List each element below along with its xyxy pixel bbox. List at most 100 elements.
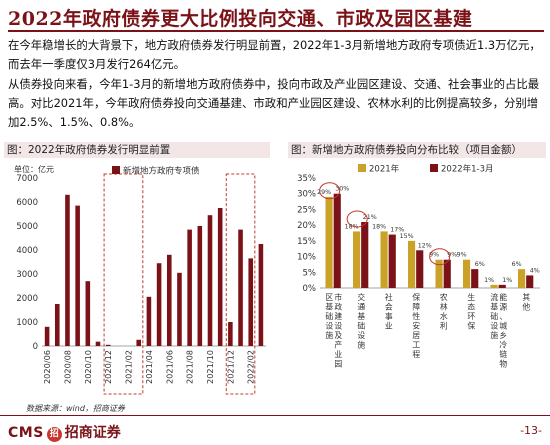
- allocation-bar-chart: 0%5%10%15%20%25%30%35%29%18% 18%15%9% 9%1%…: [297, 164, 540, 369]
- category-label: 保障性安居工程: [412, 292, 420, 359]
- data-label: 30%: [335, 186, 349, 193]
- category-label: 生态环保: [467, 292, 475, 331]
- y-tick-label: 30%: [297, 190, 316, 200]
- bar: [177, 272, 182, 346]
- bar: [105, 344, 111, 346]
- bar: [248, 258, 254, 346]
- bar: [187, 229, 192, 346]
- bar: [217, 208, 223, 346]
- bar: [388, 234, 396, 288]
- bar: [166, 254, 172, 346]
- bar: [54, 304, 60, 346]
- data-label: 4%: [530, 267, 540, 274]
- bar: [95, 341, 101, 346]
- data-label: 6%: [475, 261, 485, 268]
- category-label: 能源、城乡冷链物: [499, 292, 507, 369]
- bar: [228, 322, 233, 346]
- x-tick-label: 2022/02: [246, 350, 256, 384]
- right-chart-title: 图：新增地方政府债券投向分布比较（项目金额）: [288, 142, 546, 158]
- bar: [490, 284, 498, 288]
- legend-swatch: [358, 164, 366, 172]
- y-tick-label: 6000: [16, 198, 38, 208]
- x-tick-label: 2020/10: [83, 350, 93, 384]
- bar: [380, 231, 388, 288]
- data-label: 29%: [317, 189, 331, 196]
- data-label: 9%: [447, 252, 457, 259]
- bar: [44, 326, 50, 346]
- legend-label: 新增地方政府专项债: [123, 166, 200, 177]
- legend-label: 2022年1-3月: [441, 164, 494, 175]
- bar: [463, 259, 471, 288]
- bar: [526, 275, 534, 288]
- bar: [408, 240, 416, 288]
- data-label: 6%: [512, 261, 522, 268]
- y-tick-label: 0: [33, 342, 38, 352]
- x-tick-label: 2021/04: [144, 350, 154, 384]
- x-tick-label: 2021/08: [185, 350, 195, 384]
- highlight-circle: [346, 210, 368, 228]
- bar: [85, 281, 91, 346]
- bar: [197, 226, 203, 346]
- legend-swatch: [112, 166, 120, 174]
- page-title: 2022年政府债券更大比例投向交通、市政及园区基建: [8, 4, 544, 32]
- data-label: 12%: [418, 242, 432, 249]
- data-label: 17%: [390, 227, 404, 234]
- brand-name: CMS: [8, 425, 44, 441]
- y-tick-label: 25%: [297, 205, 316, 215]
- data-label: 21%: [363, 214, 377, 221]
- data-label: 9%: [429, 252, 439, 259]
- y-tick-label: 4000: [16, 246, 38, 256]
- y-tick-label: 5%: [303, 268, 317, 278]
- y-tick-label: 15%: [297, 237, 316, 247]
- data-label: 18%: [345, 223, 359, 230]
- bar: [325, 196, 333, 288]
- bar: [136, 339, 142, 346]
- x-tick-label: 2020/06: [42, 350, 52, 384]
- left-chart-title: 图：2022年政府债券发行明显前置: [4, 142, 270, 158]
- paragraph-2: 从债券投向来看，今年1-3月的新增地方政府债券中，投向市政及产业园区建设、交通、…: [8, 77, 540, 129]
- data-label: 9%: [457, 252, 467, 259]
- y-tick-label: 7000: [16, 174, 38, 184]
- y-tick-label: 1000: [16, 318, 38, 328]
- paragraph-1: 在今年稳增长的大背景下，地方政府债券发行明显前置，2022年1-3月新增地方政府…: [8, 38, 541, 71]
- y-tick-label: 35%: [297, 174, 316, 184]
- footer-divider: [0, 415, 550, 416]
- bar: [498, 284, 506, 288]
- bar: [207, 215, 213, 346]
- category-label: 其他: [522, 293, 530, 312]
- category-label: 社会事业: [385, 292, 393, 331]
- legend-label: 2021年: [369, 164, 400, 175]
- category-label: 流基础设施: [490, 292, 498, 340]
- highlight-box: [225, 173, 256, 395]
- x-tick-label: 2020/12: [103, 350, 113, 384]
- highlight-circle: [319, 182, 341, 200]
- brand-name-cn: 招商证券: [64, 425, 121, 441]
- category-label: 交通基础设施: [357, 292, 365, 350]
- bar: [333, 193, 341, 288]
- brand-logo: CMS 招招商证券: [8, 422, 121, 442]
- bar: [238, 229, 243, 346]
- y-tick-label: 20%: [297, 221, 316, 231]
- data-label: 1%: [484, 277, 494, 284]
- bar: [258, 244, 264, 346]
- data-label: 1%: [502, 277, 512, 284]
- data-source: 数据来源：wind，招商证券: [26, 404, 125, 413]
- y-tick-label: 3000: [16, 270, 38, 280]
- data-label: 15%: [400, 233, 414, 240]
- brand-badge-icon: 招: [46, 427, 62, 442]
- data-label: 18%: [372, 223, 386, 230]
- x-tick-label: 2021/12: [225, 350, 235, 384]
- page-number: -13-: [520, 424, 542, 437]
- x-tick-label: 2021/06: [164, 350, 174, 384]
- x-tick-label: 2021/02: [124, 350, 134, 384]
- bar: [361, 222, 369, 288]
- issuance-bar-chart: 单位：亿元 0 1000 2000 3000 4000 5000 6000 7000 2020/0…: [14, 164, 266, 395]
- y-tick-label: 10%: [297, 253, 316, 263]
- category-label: 区基础设施: [325, 293, 333, 340]
- y-tick-label: 2000: [16, 294, 38, 304]
- highlight-box: [103, 173, 144, 395]
- bar: [65, 194, 70, 346]
- legend-swatch: [430, 164, 438, 172]
- bar: [443, 259, 451, 288]
- category-label: 农林水利: [440, 292, 448, 331]
